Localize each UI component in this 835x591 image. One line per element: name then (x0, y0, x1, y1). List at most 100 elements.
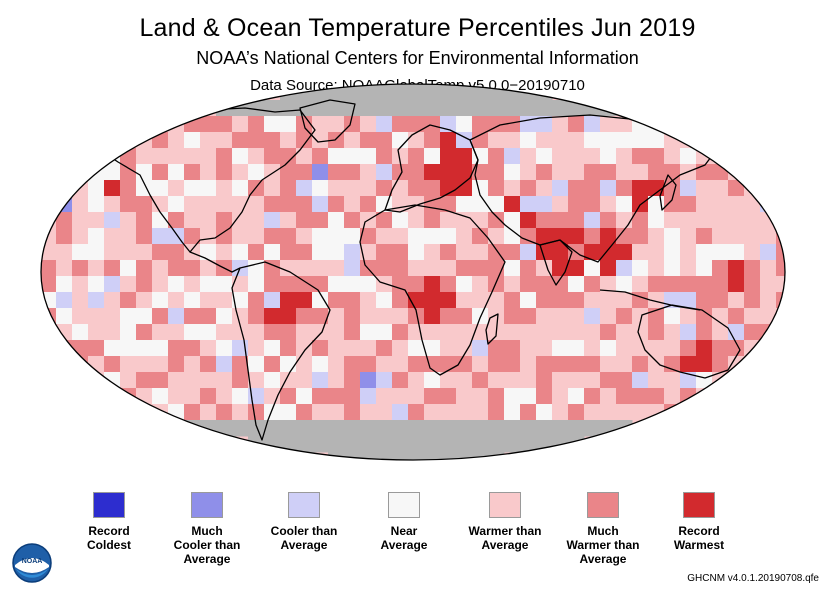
grid-cell (248, 292, 265, 309)
grid-cell (184, 420, 201, 437)
legend-item-warmer: Warmer than Average (450, 492, 560, 552)
grid-cell (760, 228, 777, 245)
legend-swatch-record-warmest (683, 492, 715, 518)
grid-cell (664, 244, 681, 261)
grid-cell (152, 292, 169, 309)
grid-cell (440, 372, 457, 389)
australia-outline (637, 304, 741, 379)
grid-cell (504, 420, 521, 437)
grid-cell (520, 436, 537, 453)
grid-cell (216, 164, 233, 181)
grid-cell (424, 244, 441, 261)
grid-cell (488, 356, 505, 373)
grid-cell (648, 276, 665, 293)
grid-cell (440, 196, 457, 213)
grid-cell (584, 260, 601, 277)
grid-cell (472, 388, 489, 405)
grid-cell (616, 308, 633, 325)
grid-cell (296, 228, 313, 245)
grid-cell (504, 372, 521, 389)
grid-cell (616, 356, 633, 373)
grid-cell (536, 436, 553, 453)
grid-cell (536, 164, 553, 181)
grid-cell (568, 196, 585, 213)
grid-cell (472, 436, 489, 453)
grid-cell (216, 228, 233, 245)
grid-cell (296, 244, 313, 261)
grid-cell (312, 84, 329, 101)
grid-cell (472, 100, 489, 117)
grid-cell (472, 452, 489, 460)
grid-cell (200, 340, 217, 357)
grid-cell (328, 84, 345, 101)
grid-cell (408, 100, 425, 117)
grid-cell (696, 372, 713, 389)
grid-cell (328, 436, 345, 453)
grid-cell (712, 212, 729, 229)
grid-cell (520, 212, 537, 229)
grid-cell (120, 308, 137, 325)
grid-cell (472, 84, 489, 101)
grid-cell (232, 116, 249, 133)
grid-cell (648, 340, 665, 357)
grid-cell (440, 308, 457, 325)
grid-cell (680, 260, 697, 277)
grid-cell (200, 276, 217, 293)
grid-cell (584, 116, 601, 133)
grid-cell (104, 292, 121, 309)
legend-swatch-much-warmer (587, 492, 619, 518)
grid-cell (408, 340, 425, 357)
grid-cell (376, 308, 393, 325)
grid-cell (776, 308, 785, 325)
grid-cell (584, 244, 601, 261)
grid-cell (504, 276, 521, 293)
grid-cell (296, 292, 313, 309)
grid-cell (520, 260, 537, 277)
grid-cell (552, 388, 569, 405)
grid-cell (296, 148, 313, 165)
grid-cell (376, 148, 393, 165)
grid-cell (680, 308, 697, 325)
grid-cell (216, 132, 233, 149)
grid-cell (392, 388, 409, 405)
grid-cell (456, 340, 473, 357)
grid-cell (88, 308, 105, 325)
grid-cell (280, 116, 297, 133)
grid-cell (344, 148, 361, 165)
grid-cell (152, 212, 169, 229)
grid-cell (632, 260, 649, 277)
grid-cell (600, 356, 617, 373)
grid-cell (376, 100, 393, 117)
grid-cell (552, 148, 569, 165)
map-subtitle: NOAA’s National Centers for Environmenta… (196, 48, 639, 68)
grid-cell (520, 372, 537, 389)
grid-cell (392, 372, 409, 389)
grid-cell (456, 388, 473, 405)
grid-cell (232, 404, 249, 421)
grid-cell (760, 292, 777, 309)
grid-cell (408, 180, 425, 197)
grid-cell (248, 164, 265, 181)
grid-cell (296, 324, 313, 341)
grid-cell (488, 132, 505, 149)
grid-cell (488, 292, 505, 309)
grid-cell (488, 436, 505, 453)
grid-cell (216, 324, 233, 341)
grid-cell (616, 324, 633, 341)
grid-cell (120, 292, 137, 309)
grid-cell (328, 356, 345, 373)
grid-cell (232, 292, 249, 309)
grid-cell (72, 212, 89, 229)
grid-cell (424, 180, 441, 197)
grid-cell (488, 308, 505, 325)
grid-cell (712, 196, 729, 213)
grid-cell (504, 100, 521, 117)
grid-cell (712, 244, 729, 261)
grid-cell (248, 404, 265, 421)
grid-cell (392, 436, 409, 453)
grid-cell (136, 196, 153, 213)
grid-cell (312, 164, 329, 181)
grid-cell (504, 196, 521, 213)
grid-cell (152, 388, 169, 405)
grid-cell (56, 340, 73, 357)
